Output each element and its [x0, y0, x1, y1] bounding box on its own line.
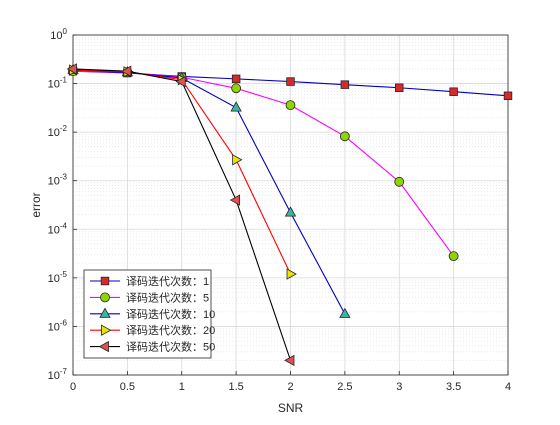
legend-entry: 译码迭代次数：50	[90, 340, 215, 354]
y-tick-label: 10-6	[48, 318, 68, 333]
x-tick-label: 0	[70, 381, 76, 393]
data-point	[230, 101, 242, 112]
y-tick-label: 10-5	[48, 270, 68, 285]
x-tick-label: 3.5	[446, 381, 461, 393]
y-tick-label: 10-7	[48, 367, 68, 382]
data-point	[449, 87, 458, 96]
data-point	[121, 65, 132, 77]
data-point	[340, 80, 350, 89]
legend-label: 译码迭代次数：10	[126, 307, 215, 321]
data-point	[175, 75, 186, 88]
x-tick-label: 1.5	[228, 381, 243, 393]
x-axis-label: SNR	[278, 401, 304, 415]
legend-label: 译码迭代次数：50	[126, 340, 215, 354]
axes: 0 0.5 1 1.5 2 2.5 3 3.5 4 100 10-1 10-2 10-3 10-4 10-5…	[29, 27, 511, 415]
legend-entry: 译码迭代次数：5	[90, 290, 209, 304]
data-point	[229, 194, 241, 206]
data-point	[284, 206, 297, 217]
legend-marker	[98, 340, 109, 353]
legend: 译码迭代次数：1 译码迭代次数：5 译码迭代次数：10 译码迭代次数：20 译码迭代次数…	[83, 269, 215, 359]
y-tick-label: 10-2	[48, 124, 68, 139]
data-point	[284, 354, 295, 367]
y-tick-label: 100	[50, 27, 67, 42]
x-tick-label: 1	[179, 381, 185, 393]
legend-entry: 译码迭代次数：10	[90, 307, 215, 321]
legend-marker	[99, 307, 111, 318]
series-5	[66, 63, 295, 367]
legend-entry: 译码迭代次数：20	[90, 323, 215, 337]
data-point	[285, 100, 296, 111]
data-point	[286, 77, 295, 86]
y-tick-label: 10-4	[48, 221, 68, 236]
legend-marker	[101, 324, 112, 336]
data-point	[503, 91, 513, 101]
x-tick-label: 0.5	[120, 381, 135, 393]
data-point	[394, 176, 405, 187]
data-point	[231, 83, 242, 94]
data-point	[339, 307, 351, 318]
data-point	[231, 74, 241, 84]
x-tick-label: 2	[287, 381, 293, 393]
legend-marker	[100, 292, 110, 303]
legend-marker	[100, 276, 110, 286]
legend-label: 译码迭代次数：5	[126, 290, 209, 304]
legend-label: 译码迭代次数：1	[126, 274, 209, 288]
data-point	[339, 131, 350, 142]
legend-entry: 译码迭代次数：1	[90, 274, 209, 288]
data-point	[66, 63, 77, 75]
data-point	[448, 251, 459, 262]
data-point	[232, 154, 243, 166]
series-group	[66, 63, 513, 367]
legend-label: 译码迭代次数：20	[126, 323, 215, 337]
data-point	[395, 83, 404, 92]
x-tick-label: 2.5	[337, 381, 352, 393]
data-point	[286, 268, 297, 280]
x-tick-label: 3	[396, 381, 402, 393]
x-tick-label: 4	[505, 381, 511, 393]
y-axis-label: error	[29, 192, 43, 217]
y-tick-label: 10-3	[48, 173, 68, 188]
y-tick-label: 10-1	[48, 76, 68, 91]
